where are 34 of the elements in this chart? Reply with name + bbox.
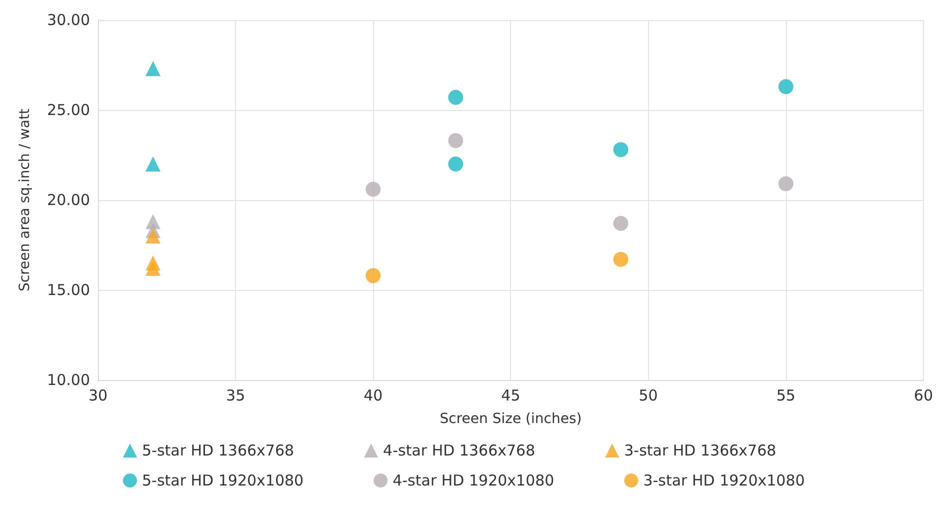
point — [366, 268, 381, 284]
point — [613, 142, 628, 158]
x-tick-label: 60 — [914, 386, 934, 404]
point — [778, 176, 794, 192]
x-tick-label: 40 — [364, 386, 383, 404]
legend-label: 5-star HD 1920x1080 — [142, 472, 304, 490]
point — [448, 90, 464, 105]
y-tick-label: 15.00 — [47, 281, 90, 299]
y-tick-label: 25.00 — [47, 101, 90, 119]
point — [448, 156, 464, 172]
point — [366, 182, 381, 197]
legend-label: 3-star HD 1366x768 — [624, 442, 776, 460]
x-tick-label: 45 — [501, 386, 520, 404]
legend-label: 4-star HD 1366x768 — [383, 442, 536, 460]
x-tick-label: 50 — [638, 386, 658, 404]
y-axis-title: Screen area sq.inch / watt — [17, 108, 33, 292]
point — [613, 216, 628, 231]
y-tick-label: 30.00 — [47, 11, 90, 29]
point — [778, 79, 794, 94]
point — [146, 260, 161, 276]
point — [146, 228, 161, 244]
x-axis-title: Screen Size (inches) — [440, 411, 582, 427]
point — [448, 133, 464, 148]
point — [146, 61, 161, 76]
point — [146, 156, 161, 172]
y-tick-label: 10.00 — [47, 371, 90, 389]
x-tick-label: 30 — [88, 386, 108, 404]
legend-label: 4-star HD 1920x1080 — [392, 472, 554, 490]
legend-label: 5-star HD 1366x768 — [142, 442, 294, 460]
x-tick-label: 55 — [776, 386, 796, 404]
legend-label: 3-star HD 1920x1080 — [643, 472, 805, 490]
y-tick-label: 20.00 — [47, 191, 90, 209]
x-tick-label: 35 — [226, 386, 246, 404]
point — [613, 252, 628, 267]
